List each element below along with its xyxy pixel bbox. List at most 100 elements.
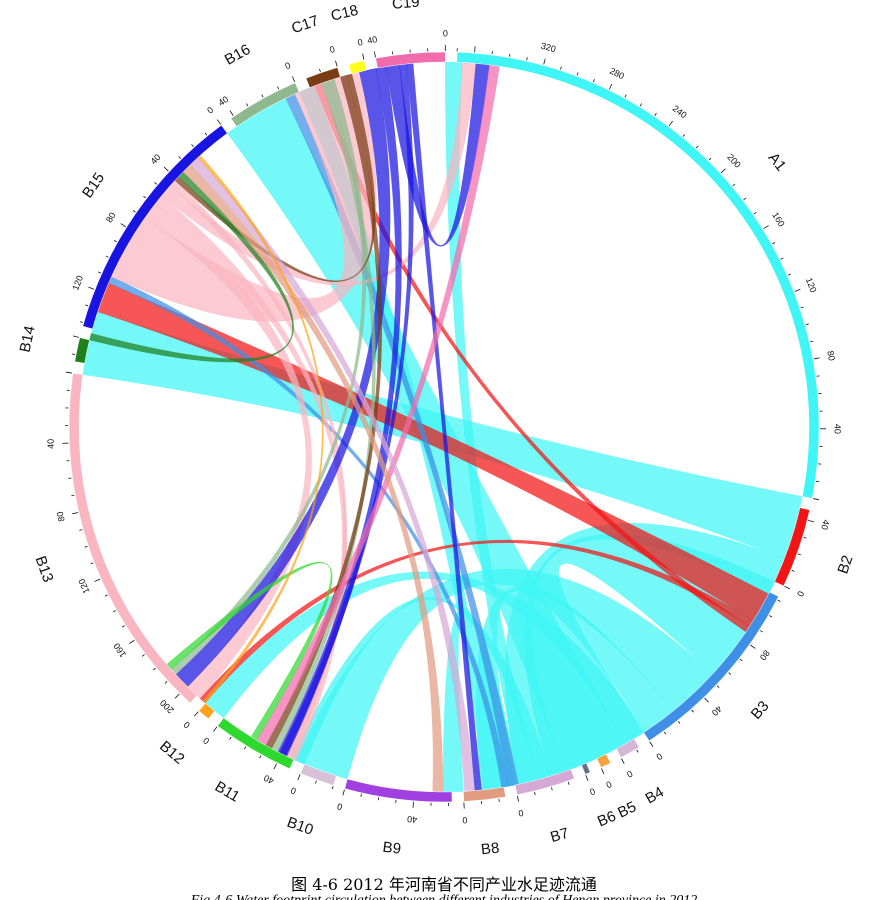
tick-mark-B13-150 bbox=[121, 625, 125, 628]
segment-label-B9: B9 bbox=[382, 839, 402, 858]
tick-mark-B4-10 bbox=[636, 749, 639, 753]
tick-mark-B5-0 bbox=[601, 768, 605, 775]
tick-label-C19-0: 0 bbox=[443, 28, 448, 38]
tick-mark-B7-30 bbox=[567, 781, 570, 785]
segment-label-B3: B3 bbox=[748, 698, 773, 723]
tick-mark-B13-190 bbox=[164, 681, 168, 684]
tick-mark-C19-40 bbox=[373, 51, 376, 58]
chord-ribbons bbox=[82, 61, 803, 793]
tick-mark-B13-0 bbox=[65, 371, 72, 374]
tick-label-A1-280: 280 bbox=[608, 66, 626, 82]
tick-mark-B15-140 bbox=[79, 321, 83, 323]
tick-label-C19-40: 40 bbox=[366, 34, 378, 46]
tick-label-B10-0: 0 bbox=[289, 785, 297, 796]
segment-arc-A1 bbox=[456, 51, 820, 499]
tick-mark-A1-80 bbox=[813, 357, 820, 360]
tick-mark-B3-70 bbox=[739, 658, 743, 662]
segment-arc-B4 bbox=[615, 738, 640, 758]
tick-mark-B13-160 bbox=[129, 639, 135, 644]
tick-mark-B11-30 bbox=[259, 755, 262, 759]
tick-mark-B7-10 bbox=[534, 791, 536, 795]
tick-mark-B2-0 bbox=[784, 585, 791, 590]
segment-label-B4: B4 bbox=[643, 784, 667, 808]
tick-label-B16-40: 40 bbox=[216, 94, 230, 108]
tick-mark-B12-0 bbox=[194, 711, 199, 717]
tick-mark-A1-120 bbox=[794, 288, 801, 292]
tick-mark-B4-0 bbox=[621, 758, 625, 764]
tick-mark-A1-280 bbox=[608, 83, 613, 90]
tick-label-B7-0: 0 bbox=[517, 808, 524, 819]
tick-mark-A1-160 bbox=[763, 225, 769, 230]
tick-mark-A1-130 bbox=[787, 273, 791, 276]
segment-label-B13: B13 bbox=[32, 554, 57, 585]
segment-label-B11: B11 bbox=[212, 778, 243, 806]
segment-label-B14: B14 bbox=[17, 324, 39, 354]
segment-arcs bbox=[68, 51, 820, 803]
tick-label-A1-160: 160 bbox=[770, 210, 786, 228]
tick-mark-B2-30 bbox=[803, 536, 807, 539]
tick-mark-B3-20 bbox=[677, 720, 681, 724]
tick-mark-B2-40 bbox=[808, 519, 815, 523]
tick-mark-B3-40 bbox=[704, 697, 710, 703]
tick-mark-B13-140 bbox=[112, 610, 116, 613]
segment-arc-C18 bbox=[348, 60, 367, 75]
tick-mark-A1-250 bbox=[654, 112, 657, 116]
tick-mark-B13-200 bbox=[174, 693, 180, 699]
tick-mark-B15-70 bbox=[132, 210, 136, 213]
tick-label-B9-40: 40 bbox=[407, 814, 418, 825]
tick-mark-B2-10 bbox=[791, 569, 795, 572]
tick-label-B6-0: 0 bbox=[588, 786, 596, 797]
tick-mark-B3-110 bbox=[777, 599, 781, 602]
ribbon-B13-B11 bbox=[144, 203, 312, 699]
ribbon-B13-B9 bbox=[154, 195, 348, 761]
tick-label-A1-240: 240 bbox=[671, 103, 689, 120]
segment-arc-B14 bbox=[74, 337, 90, 364]
segment-arc-B8 bbox=[463, 786, 506, 802]
tick-mark-A1-340 bbox=[509, 53, 511, 57]
tick-label-B9-0: 0 bbox=[336, 801, 343, 812]
tick-label-C17-0: 0 bbox=[328, 44, 336, 55]
segment-arc-B11 bbox=[217, 717, 295, 770]
segment-arc-B12 bbox=[198, 702, 215, 720]
tick-mark-A1-90 bbox=[810, 340, 814, 343]
segment-arc-B16 bbox=[230, 82, 300, 127]
tick-mark-B9-0 bbox=[342, 789, 345, 796]
tick-mark-A1-110 bbox=[800, 306, 804, 309]
tick-label-B13-80: 80 bbox=[55, 511, 67, 523]
tick-label-B5-0: 0 bbox=[604, 779, 613, 790]
segment-label-C17: C17 bbox=[289, 12, 321, 37]
tick-mark-A1-210 bbox=[708, 157, 712, 161]
tick-mark-B10-10 bbox=[315, 780, 317, 784]
tick-mark-B15-80 bbox=[120, 223, 126, 228]
tick-mark-B13-170 bbox=[141, 654, 145, 657]
segment-arc-B10 bbox=[300, 763, 337, 786]
tick-label-A1-80: 80 bbox=[825, 350, 837, 362]
segment-arc-B7 bbox=[514, 768, 575, 796]
segment-label-B10: B10 bbox=[285, 814, 316, 839]
segment-label-B8: B8 bbox=[480, 840, 500, 859]
segment-label-B12: B12 bbox=[156, 738, 187, 768]
tick-mark-B15-100 bbox=[105, 255, 109, 258]
tick-label-B13-200: 200 bbox=[158, 698, 176, 716]
figure-caption-chinese: 图 4-6 2012 年河南省不同产业水足迹流通 bbox=[291, 875, 597, 894]
tick-mark-B10-0 bbox=[297, 774, 301, 781]
tick-mark-B15-110 bbox=[98, 271, 102, 274]
tick-label-B13-160: 160 bbox=[111, 641, 128, 659]
tick-label-B15-0: 0 bbox=[205, 105, 215, 116]
tick-mark-A1-240 bbox=[668, 120, 674, 127]
tick-label-B4-0: 0 bbox=[625, 768, 634, 779]
figure-caption-english: Fig 4-6 Water footprint circulation betw… bbox=[0, 893, 888, 900]
tick-mark-A1-220 bbox=[695, 145, 699, 149]
segment-arc-B6 bbox=[581, 762, 591, 775]
tick-mark-B3-90 bbox=[759, 630, 763, 633]
tick-mark-A1-180 bbox=[743, 197, 747, 201]
tick-mark-B15-50 bbox=[154, 182, 158, 185]
tick-mark-B11-0 bbox=[213, 726, 218, 732]
segment-label-B15: B15 bbox=[79, 170, 108, 202]
tick-mark-B3-100 bbox=[769, 615, 773, 618]
tick-mark-B9-20 bbox=[377, 797, 380, 801]
tick-label-B3-40: 40 bbox=[710, 704, 724, 718]
tick-mark-B3-60 bbox=[728, 672, 732, 675]
segment-arc-C19 bbox=[375, 51, 446, 69]
segment-arc-C17 bbox=[305, 67, 341, 88]
